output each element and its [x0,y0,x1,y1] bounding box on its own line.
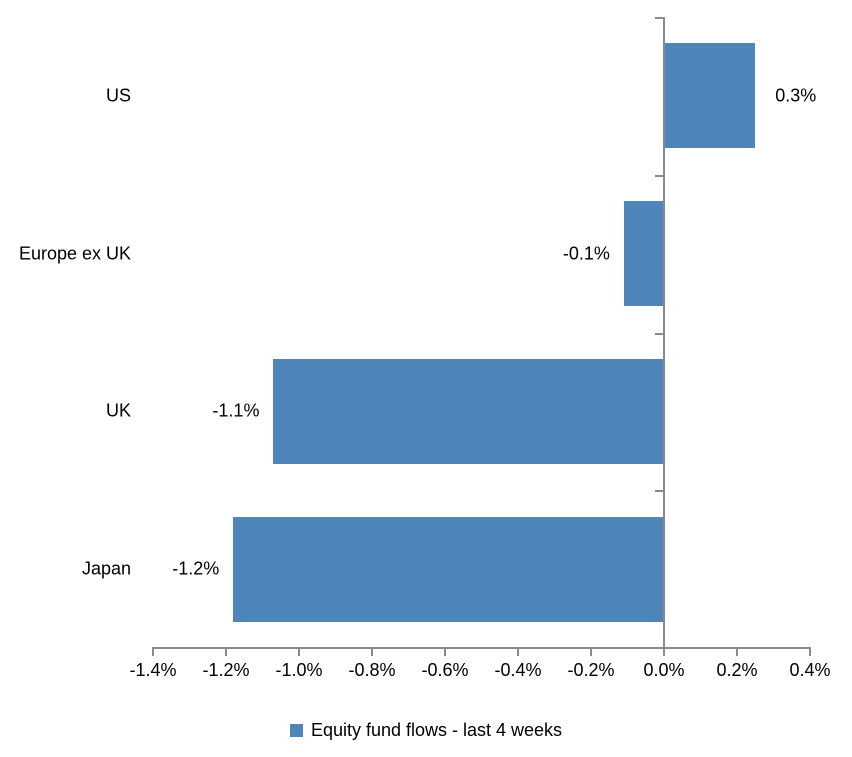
legend-swatch [289,724,303,737]
bar-value-label: 0.3% [775,85,817,106]
x-axis-tick [590,649,592,656]
x-axis-tick [663,649,665,656]
x-tick-label: -0.8% [348,660,396,680]
category-label: UK [105,400,131,421]
x-tick-label: -0.6% [421,660,469,680]
bar-europe-ex-uk [623,201,664,307]
bar-uk [273,358,664,464]
x-tick-label: -0.4% [494,660,542,680]
y-axis-tick [655,490,663,493]
x-axis-tick [225,649,227,656]
bar-value-label: -1.2% [172,558,220,579]
x-axis-tick [371,649,373,656]
bar-us [664,43,756,149]
category-label: US [105,85,131,106]
x-axis-tick [152,649,154,656]
legend-label: Equity fund flows - last 4 weeks [310,720,563,740]
x-tick-label: 0.2% [716,660,758,680]
x-tick-label: 0.0% [643,660,685,680]
x-tick-label: -1.2% [202,660,250,680]
y-axis-tick [655,174,663,177]
category-label: Europe ex UK [18,243,131,264]
y-axis-tick [655,332,663,335]
x-tick-label: -0.2% [567,660,615,680]
x-tick-label: -1.0% [275,660,323,680]
bar-value-label: -1.1% [212,400,260,421]
x-axis-tick [736,649,738,656]
legend: Equity fund flows - last 4 weeks [0,720,852,741]
bar-japan [233,516,664,622]
bar-value-label: -0.1% [562,243,610,264]
x-axis-tick [444,649,446,656]
y-axis-tick [655,17,663,19]
x-axis-line [152,647,811,649]
x-tick-label: 0.4% [789,660,831,680]
x-axis-tick [517,649,519,656]
category-label: Japan [81,558,131,579]
x-tick-label: -1.4% [129,660,177,680]
x-axis-tick [298,649,300,656]
x-axis-tick [809,649,811,656]
y-axis-line [663,17,665,648]
